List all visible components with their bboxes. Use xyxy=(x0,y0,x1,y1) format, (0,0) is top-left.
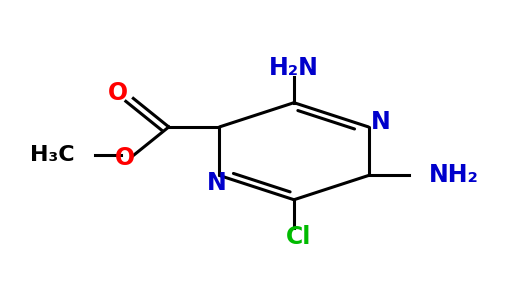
Text: NH₂: NH₂ xyxy=(430,164,479,187)
Text: O: O xyxy=(115,146,135,170)
Text: H₂N: H₂N xyxy=(269,56,319,80)
Text: Cl: Cl xyxy=(286,225,312,249)
Text: N: N xyxy=(371,110,391,134)
Text: O: O xyxy=(108,81,128,105)
Text: H₃C: H₃C xyxy=(30,146,75,166)
Text: N: N xyxy=(207,171,227,195)
